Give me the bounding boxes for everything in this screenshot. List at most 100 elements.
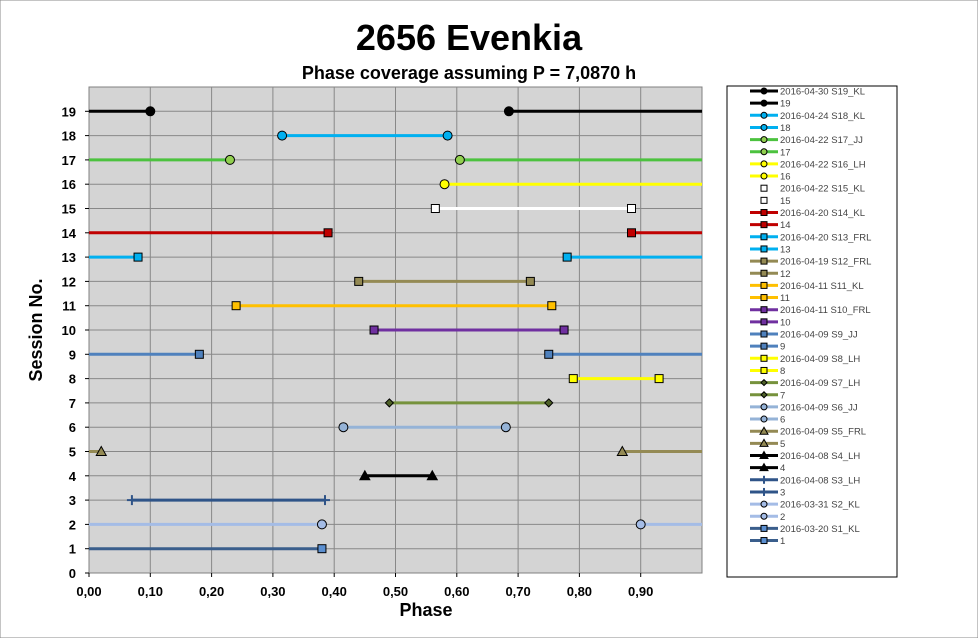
legend-swatch-marker (760, 245, 768, 253)
legend-label: 2016-04-22 S16_LH (780, 159, 866, 170)
legend-label: 7 (780, 390, 785, 401)
legend-swatch-marker (760, 172, 768, 180)
x-tick-label: 0,20 (199, 584, 224, 599)
legend-label: 6 (780, 415, 785, 426)
y-tick-label: 5 (69, 445, 76, 460)
legend-item: 2016-04-08 S4_LH (750, 450, 860, 462)
legend-swatch-marker (759, 438, 769, 447)
legend-item: 8 (750, 366, 785, 377)
series-session-5 (89, 445, 702, 456)
data-point (442, 130, 453, 141)
legend-item: 17 (750, 147, 791, 158)
y-tick-label: 2 (69, 517, 76, 532)
legend-swatch-marker (760, 415, 768, 423)
legend-item: 10 (750, 317, 791, 328)
legend-item: 2 (750, 512, 785, 523)
y-axis-label: Session No. (26, 278, 46, 381)
legend-item: 14 (750, 220, 791, 231)
series-session-1 (89, 544, 327, 554)
legend-swatch-marker (760, 342, 768, 350)
legend-swatch-marker (760, 160, 768, 168)
legend-label: 15 (780, 196, 791, 207)
legend-swatch-marker (760, 209, 768, 216)
data-point (562, 252, 572, 262)
data-point (568, 374, 578, 384)
legend-swatch-marker (760, 524, 768, 532)
series-session-18 (277, 130, 453, 141)
legend-item: 2016-04-20 S14_KL (750, 208, 865, 219)
legend-item: 2016-04-08 S3_LH (750, 475, 860, 486)
y-tick-label: 16 (62, 177, 76, 192)
legend-label: 2016-04-11 S11_KL (780, 281, 864, 292)
data-point (635, 519, 646, 530)
data-point (544, 398, 554, 408)
x-tick-label: 0,50 (383, 584, 408, 599)
series-session-9 (89, 349, 702, 359)
legend-label: 2016-04-22 S15_KL (780, 184, 865, 195)
legend-item: 2016-04-22 S16_LH (750, 159, 866, 170)
data-point (654, 374, 664, 384)
legend-item: 2016-04-11 S10_FRL (750, 305, 871, 316)
x-tick-label: 0,80 (567, 584, 592, 599)
series-session-8 (568, 374, 664, 384)
y-tick-label: 0 (69, 566, 76, 581)
legend-item: 18 (750, 123, 791, 134)
y-tick-label: 15 (62, 202, 76, 217)
legend-label: 2 (780, 512, 785, 523)
data-point (95, 445, 108, 456)
data-point (454, 154, 465, 165)
legend-swatch-marker (760, 136, 768, 144)
legend-label: 19 (780, 99, 791, 110)
legend-swatch-marker (760, 294, 768, 302)
data-point (323, 228, 333, 238)
legend-label: 2016-04-20 S14_KL (780, 208, 865, 219)
data-point (126, 495, 137, 506)
data-point (354, 276, 364, 286)
data-point (316, 519, 327, 530)
legend-item: 15 (750, 196, 791, 207)
legend-item: 2016-04-30 S19_KL (750, 87, 865, 98)
legend-swatch-marker (760, 391, 768, 399)
y-tick-label: 10 (62, 323, 76, 338)
data-point (369, 325, 379, 335)
legend-swatch-marker (760, 500, 768, 508)
legend-swatch-marker (760, 269, 768, 277)
series-session-4 (359, 469, 439, 481)
legend-item: 2016-04-11 S11_KL (750, 281, 864, 292)
x-tick-label: 0,70 (505, 584, 530, 599)
legend-label: 2016-04-08 S3_LH (780, 475, 860, 486)
legend-swatch-marker (760, 330, 768, 338)
legend-swatch-marker (759, 450, 769, 459)
data-point (503, 106, 514, 117)
legend-label: 2016-04-09 S8_LH (780, 354, 860, 365)
x-tick-label: 0,30 (260, 584, 285, 599)
y-tick-label: 8 (69, 372, 76, 387)
legend-label: 18 (780, 123, 791, 134)
data-point (627, 228, 637, 238)
y-tick-label: 9 (69, 347, 76, 362)
legend-label: 2016-04-11 S10_FRL (780, 305, 871, 316)
x-tick-label: 0,10 (138, 584, 163, 599)
y-tick-label: 6 (69, 420, 76, 435)
legend-label: 13 (780, 244, 791, 255)
legend-swatch-marker (760, 281, 768, 289)
legend-item: 2016-04-09 S7_LH (750, 378, 860, 389)
legend-item: 2016-04-09 S6_JJ (750, 402, 858, 413)
legend-swatch-marker (760, 87, 768, 95)
legend-label: 2016-04-09 S6_JJ (780, 402, 858, 413)
legend-label: 4 (780, 463, 785, 474)
legend-label: 2016-03-20 S1_KL (780, 524, 860, 535)
legend-swatch-marker (760, 257, 768, 265)
x-tick-labels: 0,00 0,10 0,20 0,30 0,40 0,50 0,60 0,70 0,80 0,90 (76, 584, 653, 599)
series-group (89, 106, 702, 554)
legend-label: 2016-04-09 S9_JJ (780, 330, 858, 341)
legend-item: 2016-04-09 S5_FRL (750, 426, 866, 438)
legend-item: 13 (750, 244, 791, 255)
legend-item: 2016-04-09 S8_LH (750, 354, 860, 365)
legend-label: 12 (780, 269, 791, 280)
series-session-11 (231, 301, 557, 311)
legend-item: 2016-04-19 S12_FRL (750, 257, 871, 268)
chart-subtitle: Phase coverage assuming P = 7,0870 h (302, 63, 636, 83)
y-tick-label: 14 (62, 226, 77, 241)
